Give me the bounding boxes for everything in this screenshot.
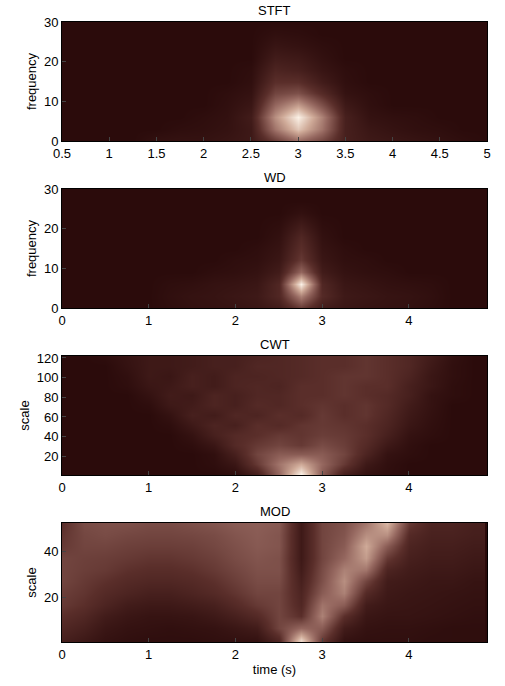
svg-text:1.5: 1.5 (147, 146, 165, 161)
svg-text:5: 5 (483, 146, 490, 161)
svg-text:4: 4 (405, 313, 412, 328)
svg-text:4.5: 4.5 (431, 146, 449, 161)
svg-text:2: 2 (232, 647, 239, 662)
svg-text:0: 0 (58, 313, 65, 328)
svg-text:CWT: CWT (260, 337, 290, 352)
svg-text:1: 1 (145, 647, 152, 662)
svg-text:0.5: 0.5 (53, 146, 71, 161)
svg-text:3: 3 (294, 146, 301, 161)
svg-text:30: 30 (44, 182, 58, 197)
svg-text:frequency: frequency (24, 52, 39, 110)
svg-text:3: 3 (319, 647, 326, 662)
svg-text:20: 20 (44, 590, 58, 605)
svg-text:3.5: 3.5 (336, 146, 354, 161)
svg-text:4: 4 (405, 480, 412, 495)
svg-text:2: 2 (232, 480, 239, 495)
svg-text:10: 10 (44, 261, 58, 276)
svg-text:2: 2 (232, 313, 239, 328)
svg-text:0: 0 (51, 301, 58, 316)
svg-text:10: 10 (44, 94, 58, 109)
svg-text:60: 60 (44, 410, 58, 425)
svg-text:0: 0 (51, 134, 58, 149)
svg-text:120: 120 (37, 351, 59, 366)
svg-text:40: 40 (44, 544, 58, 559)
svg-text:1: 1 (106, 146, 113, 161)
svg-text:scale: scale (24, 567, 39, 597)
svg-text:scale: scale (17, 400, 32, 430)
svg-text:3: 3 (319, 313, 326, 328)
svg-text:MOD: MOD (260, 504, 290, 519)
svg-text:0: 0 (58, 480, 65, 495)
svg-text:20: 20 (44, 54, 58, 69)
svg-text:40: 40 (44, 429, 58, 444)
svg-text:time (s): time (s) (253, 662, 296, 677)
svg-text:4: 4 (405, 647, 412, 662)
svg-text:WD: WD (264, 170, 286, 185)
svg-text:1: 1 (145, 313, 152, 328)
svg-text:STFT: STFT (258, 3, 291, 18)
svg-text:2: 2 (200, 146, 207, 161)
svg-text:frequency: frequency (24, 219, 39, 277)
svg-text:3: 3 (319, 480, 326, 495)
svg-text:4: 4 (389, 146, 396, 161)
svg-text:30: 30 (44, 15, 58, 30)
svg-text:2.5: 2.5 (242, 146, 260, 161)
svg-text:80: 80 (44, 390, 58, 405)
svg-text:100: 100 (37, 370, 59, 385)
svg-text:20: 20 (44, 221, 58, 236)
svg-text:1: 1 (145, 480, 152, 495)
svg-text:20: 20 (44, 449, 58, 464)
svg-text:0: 0 (58, 647, 65, 662)
